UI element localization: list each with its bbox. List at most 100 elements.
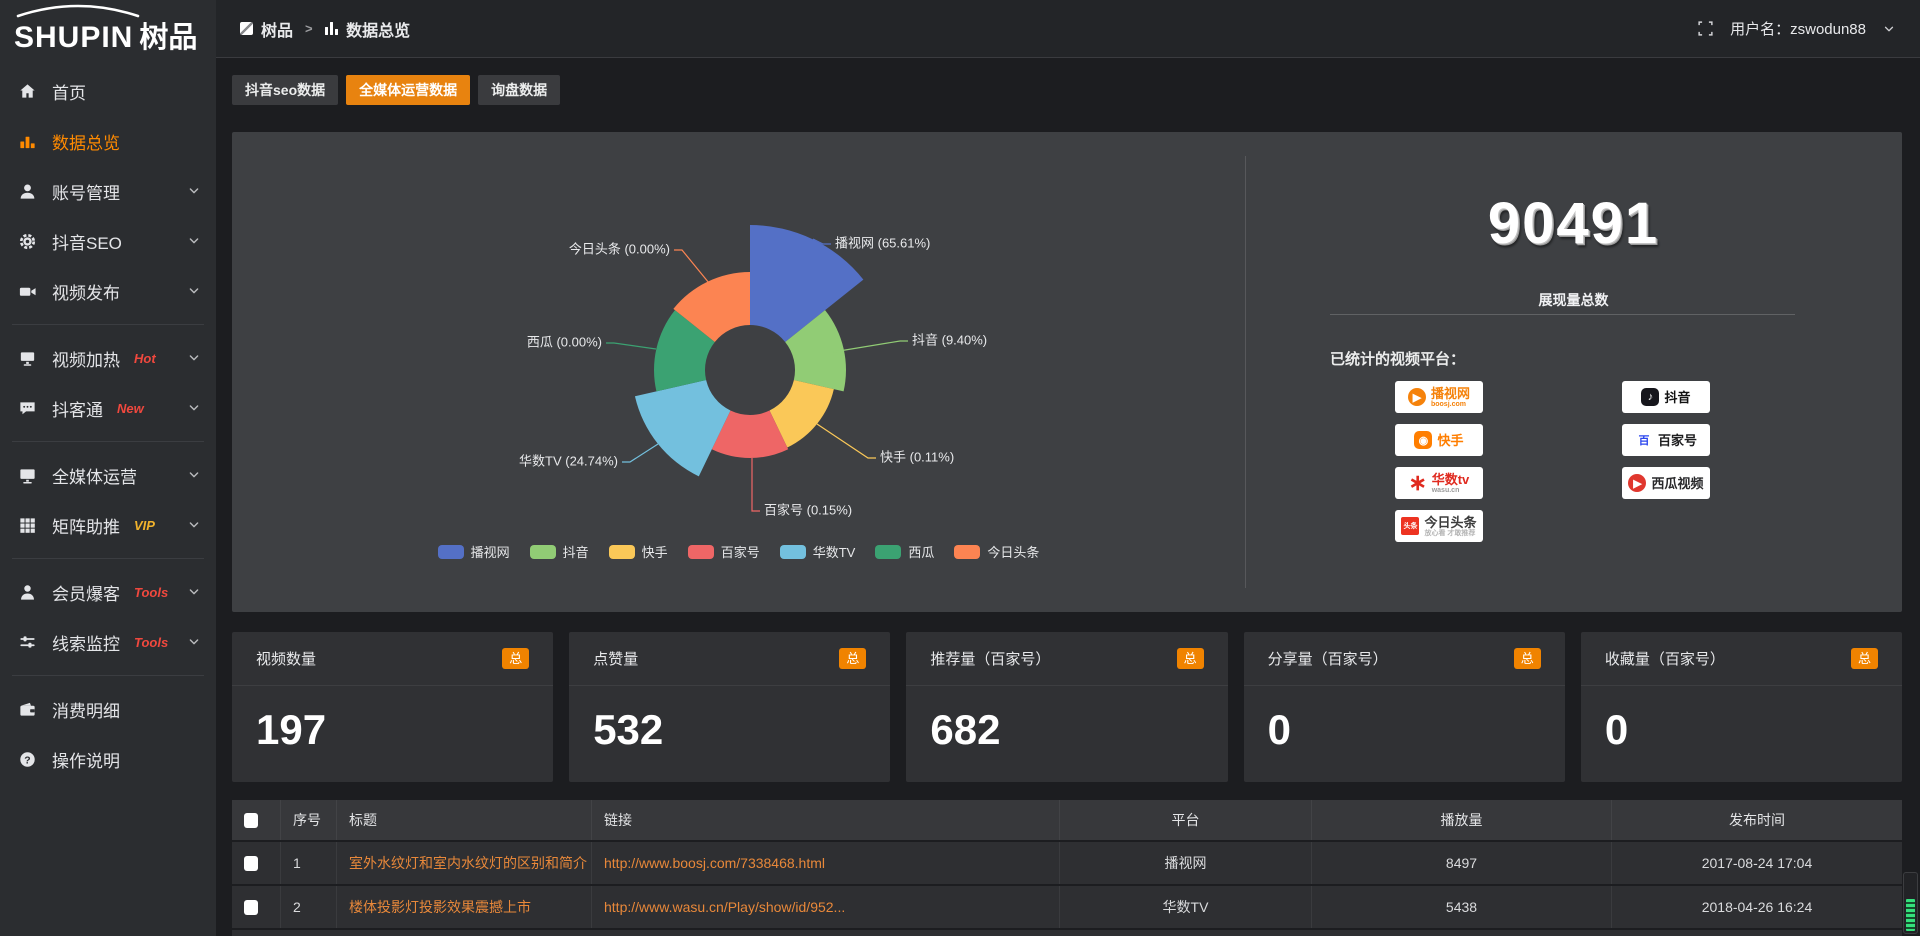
platform-logo-icon: ▶ [1628, 474, 1647, 492]
scrollbar-thumb[interactable] [1906, 899, 1915, 931]
scrollbar[interactable] [1903, 872, 1918, 934]
row-checkbox[interactable] [244, 899, 258, 915]
table-row-1: 1 室外水纹灯和室内水纹灯的区别和简介 http://www.boosj.com/7… [232, 842, 1902, 884]
main-content: 抖音seo数据 全媒体运营数据 询盘数据 播视网 (65.61%) 抖音 (9.40%… [216, 58, 1920, 936]
platform-badge-0-2: ∗ 华数tv wasu.cn [1395, 467, 1483, 499]
tab-2[interactable]: 询盘数据 [478, 75, 561, 105]
platform-name: 今日头条 [1424, 514, 1477, 530]
header-cell-check [232, 800, 281, 840]
pie-label-5: 西瓜 (0.00%) [527, 334, 602, 349]
chart-icon [18, 132, 37, 151]
row-checkbox[interactable] [244, 855, 258, 871]
help-icon: ? [18, 750, 37, 769]
legend-item-6[interactable]: 今日头条 [954, 542, 1039, 561]
cell-no: 2 [281, 886, 337, 928]
fullscreen-icon[interactable] [1697, 20, 1714, 37]
sidebar-item-label: 消费明细 [52, 701, 120, 721]
sidebar-item-label: 首页 [52, 83, 86, 103]
pie-slice-6[interactable] [673, 272, 750, 342]
pie-slice-1[interactable] [785, 310, 846, 392]
sidebar-item-chat[interactable]: 抖客通 New [0, 383, 216, 433]
pie-slice-4[interactable] [634, 380, 731, 477]
video-url-link[interactable]: http://www.boosj.com/7338468.html [604, 855, 826, 871]
total-badge: 总 [502, 648, 530, 669]
legend-item-3[interactable]: 百家号 [687, 542, 760, 561]
cell-check [232, 886, 281, 928]
legend-item-4[interactable]: 华数TV [779, 542, 855, 561]
breadcrumb-current[interactable]: 数据总览 [346, 22, 411, 40]
cell-link: http://www.boosj.com/7338468.html [592, 842, 1060, 884]
legend-item-0[interactable]: 播视网 [437, 542, 510, 561]
user-chevron-down-icon[interactable] [1882, 22, 1896, 36]
sidebar-divider [12, 324, 204, 325]
breadcrumb-root[interactable]: 树品 [261, 22, 294, 40]
legend-swatch [529, 544, 556, 559]
panel-vertical-divider [1245, 156, 1246, 588]
sidebar-item-wallet[interactable]: 消费明细 [0, 684, 216, 734]
pie-label-4: 华数TV (24.74%) [519, 453, 618, 468]
sidebar-item-screen[interactable]: 视频加热 Hot [0, 333, 216, 383]
legend-item-1[interactable]: 抖音 [529, 542, 589, 561]
cell-link: http://www.wasu.cn/Play/show/id/952... [592, 886, 1060, 928]
cell-check [232, 842, 281, 884]
sidebar-item-label: 矩阵助推 [52, 517, 120, 537]
cell-plays: 5438 [1312, 886, 1612, 928]
total-badge: 总 [1513, 648, 1541, 669]
video-title-link[interactable]: 楼体投影灯投影效果震撼上市 [349, 899, 531, 915]
pie-slice-5[interactable] [654, 310, 715, 392]
sidebar-divider [12, 558, 204, 559]
sidebar-item-chart[interactable]: 数据总览 [0, 116, 216, 166]
platform-badge-1-2: ▶ 西瓜视频 [1622, 467, 1710, 499]
sidebar-item-label: 视频加热 [52, 350, 120, 370]
stat-card-0: 视频数量 总 197 [232, 632, 554, 782]
total-impressions-label: 展现量总数 [1538, 292, 1609, 308]
app-logo[interactable]: SHUPIN 树品 [0, 0, 216, 60]
logo-text-cn: 树品 [139, 22, 198, 54]
chevron-down-icon [186, 233, 202, 249]
pie-label-line-6 [674, 249, 719, 295]
stat-card-3: 分享量（百家号） 总 0 [1243, 632, 1565, 782]
sidebar-item-monitor[interactable]: 全媒体运营 [0, 450, 216, 500]
pie-label-2: 快手 (0.11%) [880, 449, 954, 464]
sidebar-item-grid[interactable]: 矩阵助推 VIP [0, 500, 216, 550]
platform-badge-0-0: ▶ 播视网 boosj.com [1395, 381, 1483, 413]
pie-slice-3[interactable] [711, 410, 789, 458]
video-title-link[interactable]: 室外水纹灯和室内水纹灯的区别和简介 [349, 855, 587, 871]
stat-card-title: 推荐量（百家号） [930, 651, 1051, 668]
video-url-link[interactable]: http://www.wasu.cn/Play/show/id/952... [604, 899, 846, 915]
grid-icon [18, 516, 37, 535]
stat-card-value: 0 [1604, 706, 1629, 753]
sidebar: SHUPIN 树品 首页数据总览 账号管理 抖音SEO 视频发布视频加热 Hot 抖客通 N… [0, 0, 216, 936]
tab-1[interactable]: 全媒体运营数据 [346, 75, 471, 105]
sidebar-item-gear[interactable]: 抖音SEO [0, 216, 216, 266]
legend-item-5[interactable]: 西瓜 [875, 542, 934, 561]
sidebar-item-tag: VIP [134, 517, 155, 533]
pie-slice-2[interactable] [769, 380, 834, 448]
overview-panel: 播视网 (65.61%) 抖音 (9.40%) 快手 (0.11%) 百家号 (0.1… [232, 132, 1902, 612]
platform-subtext: 放心看 才敢推荐 [1424, 529, 1476, 537]
cell-no: 1 [281, 842, 337, 884]
pie-label-line-4 [622, 443, 659, 463]
select-all-checkbox[interactable] [244, 812, 258, 828]
platforms-title: 已统计的视频平台： [1330, 351, 1466, 368]
sidebar-item-help[interactable]: ? 操作说明 [0, 734, 216, 784]
username-label[interactable]: 用户名：zswodun88 [1730, 21, 1866, 38]
sidebar-divider [12, 441, 204, 442]
legend-label: 播视网 [470, 545, 510, 560]
pie-slice-0[interactable] [750, 225, 864, 342]
sidebar-item-person[interactable]: 会员爆客 Tools [0, 567, 216, 617]
platform-badge-1-1: 百百家号 [1622, 424, 1710, 456]
stat-card-title: 收藏量（百家号） [1604, 651, 1725, 668]
screen-icon [18, 349, 37, 368]
sidebar-item-user[interactable]: 账号管理 [0, 166, 216, 216]
sidebar-item-sliders[interactable]: 线索监控 Tools [0, 617, 216, 667]
pie-label-line-3 [751, 458, 760, 512]
legend-item-2[interactable]: 快手 [608, 542, 668, 561]
logo-arc-icon [16, 4, 140, 18]
tab-0[interactable]: 抖音seo数据 [232, 75, 339, 105]
table-row-2: 2 楼体投影灯投影效果震撼上市 http://www.wasu.cn/Play/sh… [232, 886, 1902, 928]
sidebar-item-home[interactable]: 首页 [0, 66, 216, 116]
sidebar-nav: 首页 数据总览 账号管理 抖音SEO 视频发布 视频加热 Hot 抖客通 New 全媒体运营 矩阵助… [0, 66, 216, 784]
sidebar-item-video[interactable]: 视频发布 [0, 266, 216, 316]
sidebar-item-label: 视频发布 [52, 283, 120, 303]
